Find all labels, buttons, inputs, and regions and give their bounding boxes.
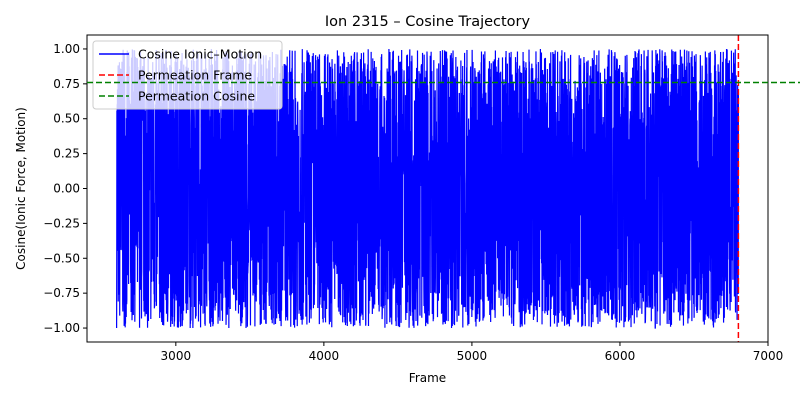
y-tick-label: 0.00: [53, 182, 80, 196]
y-tick-label: 0.25: [53, 147, 80, 161]
y-tick-label: 0.75: [53, 77, 80, 91]
y-tick-label: −1.00: [43, 321, 80, 335]
y-axis: −1.00 −0.75 −0.50 −0.25 0.00 0.25 0.50 0.75 1.00: [43, 42, 87, 335]
legend-entry-permeation-cosine-label: Permeation Cosine: [138, 89, 255, 104]
x-axis: 3000 4000 5000 6000 7000: [161, 342, 784, 363]
legend-entry-cosine-label: Cosine Ionic–Motion: [138, 47, 262, 62]
legend-entry-permeation-frame-label: Permeation Frame: [138, 68, 252, 83]
legend-box: [92, 40, 283, 110]
x-tick-label: 6000: [605, 349, 636, 363]
legend: Cosine Ionic–Motion Permeation Frame Perme…: [92, 40, 283, 110]
series-line-cosine: [116, 48, 739, 329]
x-tick-label: 3000: [161, 349, 192, 363]
x-tick-label: 5000: [457, 349, 488, 363]
x-axis-label: Frame: [409, 371, 446, 385]
y-tick-label: −0.50: [43, 251, 80, 265]
y-axis-label: Cosine(Ionic Force, Motion): [14, 107, 28, 270]
y-tick-label: 0.50: [53, 112, 80, 126]
y-tick-label: −0.25: [43, 216, 80, 230]
y-tick-label: −0.75: [43, 286, 80, 300]
chart-title: Ion 2315 – Cosine Trajectory: [325, 14, 531, 30]
x-tick-label: 7000: [753, 349, 784, 363]
y-tick-label: 1.00: [53, 42, 80, 56]
x-tick-label: 4000: [309, 349, 340, 363]
